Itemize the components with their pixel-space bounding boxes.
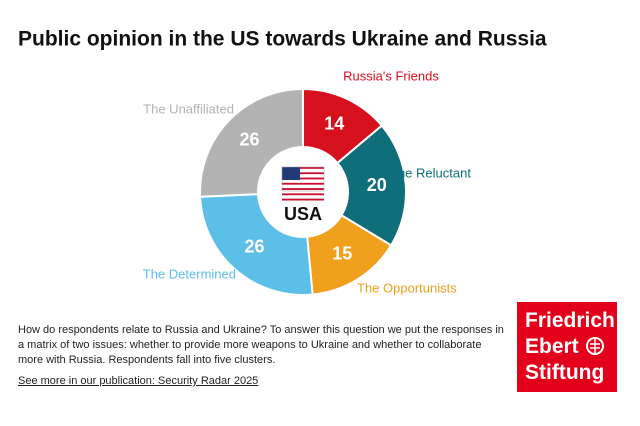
flag-stripe	[282, 198, 324, 201]
value-label: 15	[332, 243, 352, 263]
publication-link[interactable]: See more in our publication: Security Ra…	[18, 375, 259, 387]
center-disc	[259, 148, 347, 236]
description: How do respondents relate to Russia and …	[18, 324, 504, 366]
flag-border	[281, 166, 325, 192]
logo-line: Stiftung	[525, 361, 605, 384]
flag-canton	[282, 167, 300, 180]
segment	[199, 193, 314, 296]
logo-word: Ebert	[525, 335, 579, 358]
logo-line: Ebert	[525, 334, 617, 360]
flag-stripe	[282, 188, 324, 190]
segment-label: Russia's Friends	[343, 68, 439, 83]
logo-icon	[585, 337, 604, 355]
segment	[336, 124, 407, 247]
segment-label: The Determined	[143, 266, 236, 281]
logo-line: Friedrich	[525, 309, 615, 332]
segment	[199, 87, 304, 198]
value-label: 26	[239, 130, 259, 150]
center-label: USA	[284, 204, 322, 224]
chart: Public opinion in the US towards Ukraine…	[18, 28, 547, 296]
logo: Friedrich Ebert Stiftung	[517, 302, 617, 392]
flag-stripe	[282, 193, 324, 196]
flag-stripe	[282, 177, 324, 180]
flag-stripe	[282, 167, 324, 169]
flag	[281, 166, 325, 201]
value-label: 14	[324, 114, 344, 134]
flag-stripe	[282, 182, 324, 185]
value-label: 20	[367, 175, 387, 195]
chart-title: Public opinion in the US towards Ukraine…	[18, 28, 547, 51]
segment-label: The Reluctant	[390, 165, 471, 180]
segment-label: The Opportunists	[357, 280, 457, 295]
segment-label: The Unaffiliated	[143, 101, 234, 116]
value-label: 26	[244, 237, 264, 257]
flag-stripe	[282, 172, 324, 175]
